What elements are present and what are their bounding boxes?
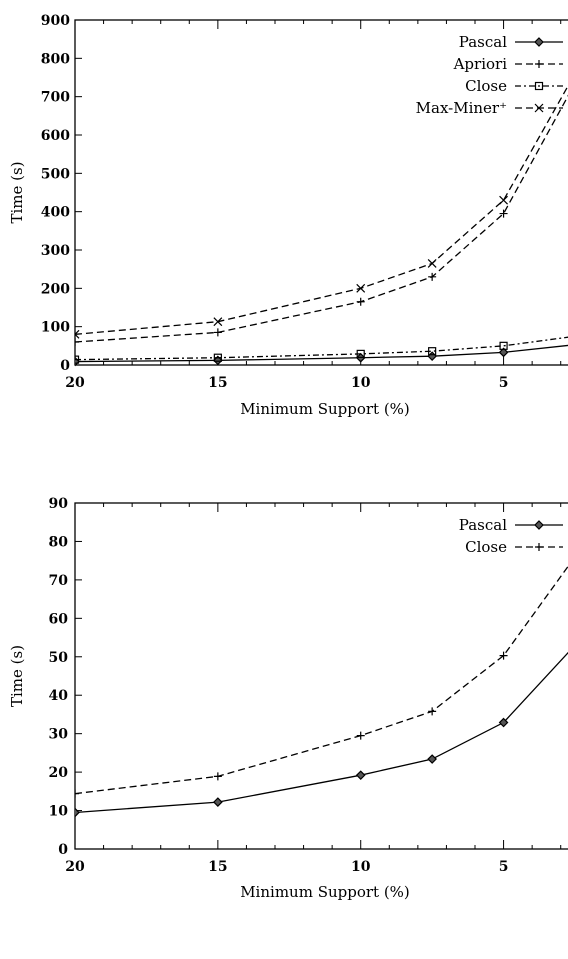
legend: Pascal Apriori Close Max-Miner⁺ [416,33,563,117]
chart-top: 0 100 200 300 400 500 600 700 800 900 20 15 10 5 Minim… [8,13,568,418]
data-point [213,355,223,366]
y-tick-label: 300 [41,243,70,259]
data-point [213,317,223,327]
series-line-close [75,336,568,361]
y-tick-label: 20 [49,765,69,781]
y-tick-label: 0 [58,842,68,858]
y-tick-label: 900 [41,13,70,29]
data-point [498,347,509,358]
data-point [499,209,508,218]
legend-marker [534,103,544,113]
y-tick-label: 0 [60,358,70,374]
x-tick-label: 10 [351,859,371,875]
data-point [499,195,508,205]
series-line-pascal [75,344,568,363]
y-tick-label: 200 [41,281,70,297]
legend-marker [535,543,543,551]
y-axis-title: Time (s) [8,645,26,707]
y-axis-title: Time (s) [8,161,26,223]
y-tick-label: 600 [41,128,70,144]
plot-frame [74,502,568,850]
data-point [356,731,365,740]
x-axis-title: Minimum Support (%) [240,883,410,901]
legend-marker [535,60,543,68]
data-point [356,297,365,306]
y-tick-label: 10 [49,804,69,820]
data-point [499,651,508,660]
legend: Pascal Close [459,516,563,556]
y-tick-label: 60 [49,611,69,627]
data-point [355,770,366,781]
data-point [499,341,508,350]
chart-bottom: 0 10 20 30 40 50 60 70 80 90 20 15 10 5 Minimum Suppor… [8,496,568,901]
y-tick-label: 700 [41,90,70,106]
series-line-close [75,565,568,795]
legend-label: Max-Miner⁺ [416,99,507,117]
data-point [356,349,365,358]
data-point [75,329,80,339]
data-point [75,338,79,346]
data-point [75,356,80,367]
plot-area [75,84,568,367]
data-point [428,347,437,356]
series-line-pascal [75,651,568,814]
legend-label: Close [465,538,507,556]
series-line-max-miner [75,84,568,335]
y-tick-label: 100 [41,320,70,336]
data-point [498,717,509,728]
data-point [428,272,437,281]
legend-label: Close [465,77,507,95]
data-point [213,772,222,781]
data-point [75,789,79,798]
y-tick-label: 30 [49,727,69,743]
data-point [428,707,437,716]
x-tick-label: 15 [208,859,227,875]
y-tick-label: 90 [49,496,69,512]
y-tick-label: 70 [49,573,69,589]
series-line-apriori [75,94,568,343]
legend-label: Pascal [459,33,507,51]
x-axis-title: Minimum Support (%) [240,400,410,418]
legend-marker [534,37,544,47]
data-point [427,258,437,268]
x-tick-label: 20 [65,375,85,391]
data-point [213,797,223,807]
legend-label: Pascal [459,516,507,534]
data-point [213,353,222,362]
data-point [75,355,80,364]
y-tick-label: 500 [41,166,70,182]
plot-frame [74,19,568,366]
data-point [356,283,366,293]
plot-area [75,565,568,818]
y-tick-label: 400 [41,205,70,221]
legend-marker [534,520,544,530]
x-tick-label: 5 [499,375,509,391]
x-tick-label: 15 [208,375,227,391]
data-point [213,328,222,337]
data-point [427,754,437,764]
x-tick-label: 10 [351,375,371,391]
x-tick-label: 5 [499,859,509,875]
legend-marker [534,81,544,91]
data-point [75,807,80,818]
y-tick-label: 40 [49,688,69,704]
y-tick-label: 80 [49,534,69,550]
legend-label: Apriori [453,55,508,73]
data-point [427,351,437,362]
y-tick-label: 50 [49,650,69,666]
y-tick-label: 800 [41,51,70,67]
x-tick-label: 20 [65,859,85,875]
